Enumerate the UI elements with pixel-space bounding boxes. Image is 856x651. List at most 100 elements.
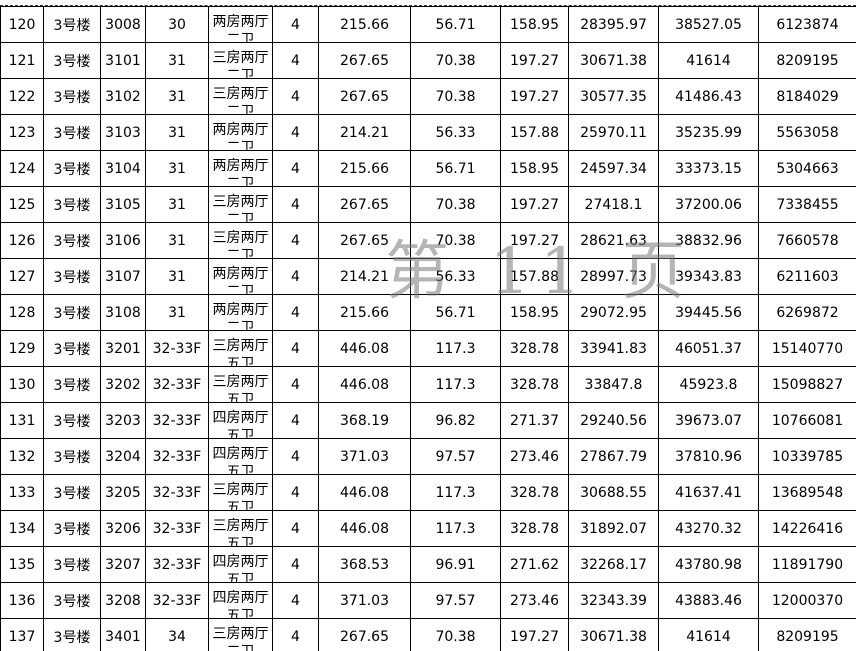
page-break-line <box>0 0 856 6</box>
building-cell: 3号楼 <box>43 78 101 115</box>
layout-text: 三房两厅五卫 <box>212 518 269 546</box>
inner-unit-price-cell: 38527.05 <box>658 6 759 43</box>
inner-unit-price-cell: 46051.37 <box>658 330 759 367</box>
shared-area-cell: 117.3 <box>410 366 501 403</box>
shared-area-cell: 70.38 <box>410 618 501 651</box>
floor-cell: 32-33F <box>145 582 209 619</box>
table-row: 133 3号楼 3205 32-33F 三房两厅五卫 4 446.08 117.3 328.78… <box>0 474 856 511</box>
inner-unit-price-cell: 43883.46 <box>658 582 759 619</box>
shared-area-cell: 56.71 <box>410 294 501 331</box>
row-number-cell: 122 <box>0 78 44 115</box>
building-cell: 3号楼 <box>43 150 101 187</box>
row-number-cell: 123 <box>0 114 44 151</box>
layout-text: 四房两厅五卫 <box>212 590 269 618</box>
area-cell: 267.65 <box>318 222 411 259</box>
table-row: 123 3号楼 3103 31 两房两厅二卫 4 214.21 56.33 157.88 2597… <box>0 114 856 151</box>
shared-area-cell: 96.91 <box>410 546 501 583</box>
unit-cell: 3201 <box>100 330 146 367</box>
building-cell: 3号楼 <box>43 546 101 583</box>
row-number-cell: 135 <box>0 546 44 583</box>
layout-cell: 两房两厅二卫 <box>208 6 273 43</box>
unit-price-cell: 27418.1 <box>568 186 659 223</box>
inner-unit-price-cell: 43780.98 <box>658 546 759 583</box>
unit-price-cell: 30577.35 <box>568 78 659 115</box>
area-cell: 215.66 <box>318 6 411 43</box>
unit-price-cell: 31892.07 <box>568 510 659 547</box>
inner-area-cell: 158.95 <box>500 6 569 43</box>
count-cell: 4 <box>272 474 319 511</box>
count-cell: 4 <box>272 78 319 115</box>
table-row: 126 3号楼 3106 31 三房两厅二卫 4 267.65 70.38 197.27 2862… <box>0 222 856 259</box>
unit-cell: 3207 <box>100 546 146 583</box>
count-cell: 4 <box>272 618 319 651</box>
row-number-cell: 121 <box>0 42 44 79</box>
unit-price-cell: 30671.38 <box>568 618 659 651</box>
row-number-cell: 132 <box>0 438 44 475</box>
inner-area-cell: 273.46 <box>500 582 569 619</box>
inner-unit-price-cell: 35235.99 <box>658 114 759 151</box>
layout-cell: 两房两厅二卫 <box>208 150 273 187</box>
building-cell: 3号楼 <box>43 258 101 295</box>
area-cell: 368.19 <box>318 402 411 439</box>
total-price-cell: 12000370 <box>758 582 856 619</box>
inner-unit-price-cell: 39445.56 <box>658 294 759 331</box>
inner-area-cell: 197.27 <box>500 618 569 651</box>
unit-cell: 3106 <box>100 222 146 259</box>
shared-area-cell: 117.3 <box>410 330 501 367</box>
inner-area-cell: 328.78 <box>500 510 569 547</box>
layout-text: 三房两厅二卫 <box>212 50 269 78</box>
layout-text: 三房两厅二卫 <box>212 626 269 651</box>
count-cell: 4 <box>272 438 319 475</box>
floor-cell: 31 <box>145 150 209 187</box>
row-number-cell: 137 <box>0 618 44 651</box>
floor-cell: 32-33F <box>145 366 209 403</box>
row-number-cell: 125 <box>0 186 44 223</box>
table-row: 136 3号楼 3208 32-33F 四房两厅五卫 4 371.03 97.57 273.46… <box>0 582 856 619</box>
inner-area-cell: 197.27 <box>500 222 569 259</box>
floor-cell: 31 <box>145 114 209 151</box>
building-cell: 3号楼 <box>43 222 101 259</box>
unit-cell: 3101 <box>100 42 146 79</box>
layout-cell: 四房两厅五卫 <box>208 546 273 583</box>
table-row: 127 3号楼 3107 31 两房两厅二卫 4 214.21 56.33 157.88 2899… <box>0 258 856 295</box>
unit-cell: 3105 <box>100 186 146 223</box>
row-number-cell: 136 <box>0 582 44 619</box>
shared-area-cell: 56.71 <box>410 150 501 187</box>
total-price-cell: 10766081 <box>758 402 856 439</box>
row-number-cell: 120 <box>0 6 44 43</box>
count-cell: 4 <box>272 42 319 79</box>
layout-text: 三房两厅五卫 <box>212 338 269 366</box>
row-number-cell: 130 <box>0 366 44 403</box>
building-cell: 3号楼 <box>43 582 101 619</box>
inner-area-cell: 157.88 <box>500 258 569 295</box>
row-number-cell: 131 <box>0 402 44 439</box>
area-cell: 446.08 <box>318 366 411 403</box>
area-cell: 214.21 <box>318 114 411 151</box>
total-price-cell: 7338455 <box>758 186 856 223</box>
count-cell: 4 <box>272 510 319 547</box>
layout-text: 四房两厅五卫 <box>212 554 269 582</box>
layout-cell: 三房两厅二卫 <box>208 78 273 115</box>
count-cell: 4 <box>272 294 319 331</box>
total-price-cell: 5563058 <box>758 114 856 151</box>
total-price-cell: 7660578 <box>758 222 856 259</box>
count-cell: 4 <box>272 546 319 583</box>
floor-cell: 32-33F <box>145 510 209 547</box>
unit-price-cell: 29240.56 <box>568 402 659 439</box>
inner-area-cell: 273.46 <box>500 438 569 475</box>
unit-price-cell: 30688.55 <box>568 474 659 511</box>
building-cell: 3号楼 <box>43 402 101 439</box>
floor-cell: 34 <box>145 618 209 651</box>
layout-text: 三房两厅五卫 <box>212 482 269 510</box>
inner-area-cell: 328.78 <box>500 474 569 511</box>
shared-area-cell: 56.33 <box>410 114 501 151</box>
building-cell: 3号楼 <box>43 6 101 43</box>
total-price-cell: 8184029 <box>758 78 856 115</box>
table-row: 122 3号楼 3102 31 三房两厅二卫 4 267.65 70.38 197.27 3057… <box>0 78 856 115</box>
unit-cell: 3205 <box>100 474 146 511</box>
layout-text: 三房两厅二卫 <box>212 86 269 114</box>
area-cell: 215.66 <box>318 294 411 331</box>
unit-cell: 3102 <box>100 78 146 115</box>
layout-text: 两房两厅二卫 <box>212 122 269 150</box>
